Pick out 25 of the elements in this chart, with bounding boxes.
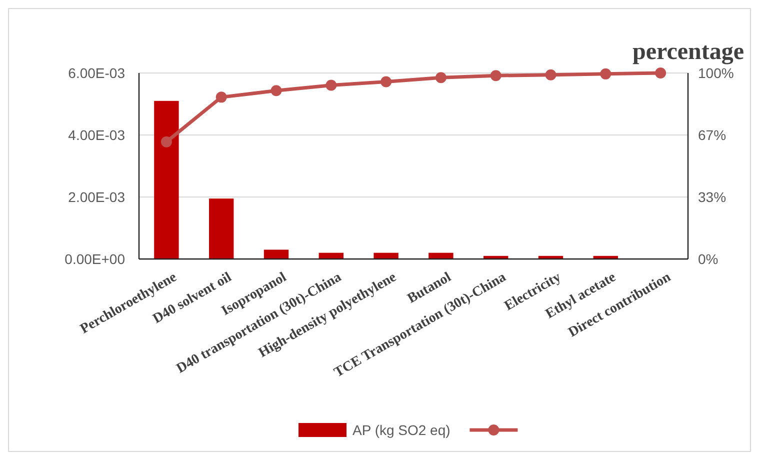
y-tick-label: 4.00E-03: [68, 126, 126, 143]
bar: [208, 198, 234, 259]
y2-tick-label: 100%: [698, 64, 734, 81]
point: [655, 68, 666, 78]
point: [270, 85, 282, 96]
point: [326, 80, 337, 91]
bar: [264, 250, 289, 259]
point: [380, 76, 392, 88]
y2-tick-label: 0%: [698, 250, 718, 267]
y-tick-label: 0.00E+00: [64, 250, 126, 267]
bar: [428, 252, 454, 259]
y-tick-label: 6.00E-03: [68, 64, 126, 81]
point: [160, 136, 172, 148]
point: [600, 68, 612, 80]
point: [545, 69, 556, 80]
y2-tick-label: 33%: [698, 188, 726, 205]
y-tick-label: 2.00E-03: [68, 188, 126, 205]
point: [490, 70, 502, 82]
point: [216, 92, 227, 103]
y2-axis-title: percentage: [632, 39, 744, 65]
bar: [374, 252, 398, 259]
y2-tick-label: 67%: [698, 126, 726, 143]
point: [435, 72, 446, 84]
bar: [154, 100, 179, 259]
legend-label: AP (kg SO2 eq): [352, 422, 450, 438]
